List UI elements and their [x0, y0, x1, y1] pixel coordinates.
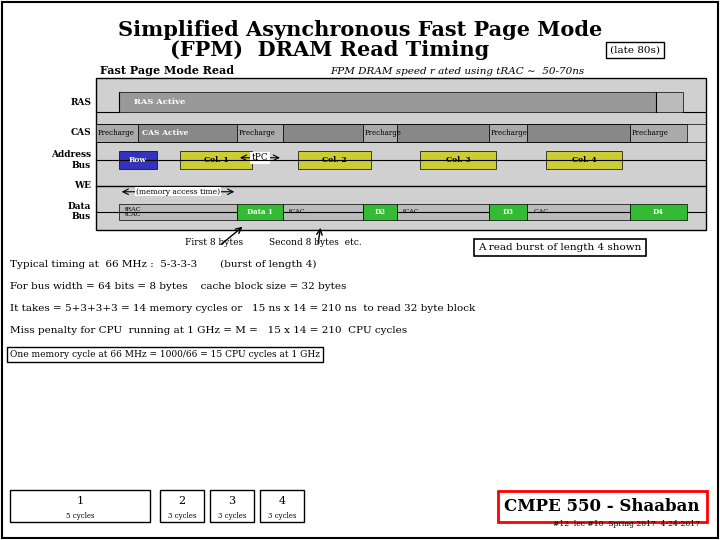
Text: Precharge: Precharge [631, 129, 669, 137]
Text: Fast Page Mode Read: Fast Page Mode Read [100, 65, 234, 77]
Text: A read burst of length 4 shown: A read burst of length 4 shown [478, 243, 642, 252]
Bar [210, 490, 254, 522]
Text: 5 cycles: 5 cycles [66, 511, 94, 519]
Bar [363, 204, 397, 220]
Text: WE: WE [74, 181, 91, 191]
Bar [96, 78, 706, 230]
Text: 3 cycles: 3 cycles [218, 511, 246, 519]
Bar [119, 92, 657, 112]
Text: Col. 2: Col. 2 [322, 156, 346, 164]
Text: Second 8 bytes  etc.: Second 8 bytes etc. [269, 238, 362, 247]
Text: RAS Active: RAS Active [134, 98, 186, 106]
Text: (late 80s): (late 80s) [610, 45, 660, 55]
Bar [298, 151, 371, 169]
Bar [420, 151, 496, 169]
Text: Miss penalty for CPU  running at 1 GHz = M =   15 x 14 = 210  CPU cycles: Miss penalty for CPU running at 1 GHz = … [10, 326, 407, 335]
Text: Simplified Asynchronous Fast Page Mode: Simplified Asynchronous Fast Page Mode [118, 20, 602, 40]
Text: Typical timing at  66 MHz :  5-3-3-3       (burst of length 4): Typical timing at 66 MHz : 5-3-3-3 (burs… [10, 260, 317, 269]
Text: 3: 3 [228, 496, 235, 506]
Text: RAS: RAS [70, 98, 91, 107]
Text: 1: 1 [76, 496, 84, 506]
Bar [180, 151, 252, 169]
Text: For bus width = 64 bits = 8 bytes    cache block size = 32 bytes: For bus width = 64 bits = 8 bytes cache … [10, 282, 346, 291]
Bar [546, 151, 622, 169]
Text: 3 cycles: 3 cycles [268, 511, 296, 519]
Bar [489, 204, 527, 220]
Bar [363, 124, 397, 141]
Text: Precharge: Precharge [98, 129, 135, 137]
Bar [630, 124, 687, 141]
Text: tPC: tPC [251, 153, 269, 162]
Bar [96, 124, 138, 141]
Text: .CAC: .CAC [533, 210, 549, 214]
Text: CAS Active: CAS Active [142, 129, 188, 137]
Text: 4: 4 [279, 496, 286, 506]
Bar [237, 204, 283, 220]
Text: 2: 2 [179, 496, 186, 506]
Text: (memory access time): (memory access time) [136, 188, 220, 196]
Text: Address
Bus: Address Bus [51, 150, 91, 170]
Bar [283, 204, 363, 220]
Text: First 8 bytes: First 8 bytes [185, 238, 243, 247]
Text: (FPM)  DRAM Read Timing: (FPM) DRAM Read Timing [171, 40, 490, 60]
Bar [138, 124, 237, 141]
Bar [119, 204, 237, 220]
Text: D2: D2 [374, 208, 385, 216]
Text: Col. 4: Col. 4 [572, 156, 596, 164]
Text: 3 cycles: 3 cycles [168, 511, 196, 519]
Bar [283, 124, 363, 141]
Bar [630, 204, 687, 220]
Text: Precharge: Precharge [239, 129, 276, 137]
Bar [397, 204, 489, 220]
Bar [527, 204, 630, 220]
Bar [260, 490, 304, 522]
Text: CMPE 550 - Shaaban: CMPE 550 - Shaaban [505, 498, 700, 515]
Text: CAS: CAS [71, 128, 91, 137]
Text: Col. 3: Col. 3 [446, 156, 471, 164]
Text: It takes = 5+3+3+3 = 14 memory cycles or   15 ns x 14 = 210 ns  to read 32 byte : It takes = 5+3+3+3 = 14 memory cycles or… [10, 304, 475, 313]
Bar [119, 151, 157, 169]
Bar [657, 92, 683, 112]
Text: Data 1: Data 1 [247, 208, 273, 216]
Text: #12  lec #10  Spring 2017  4-24-2017: #12 lec #10 Spring 2017 4-24-2017 [553, 520, 700, 528]
Text: tRAC: tRAC [125, 207, 141, 212]
Bar [489, 124, 527, 141]
Text: Precharge: Precharge [365, 129, 402, 137]
Bar [237, 124, 283, 141]
Text: Precharge: Precharge [490, 129, 528, 137]
Text: tCAC: tCAC [125, 212, 141, 217]
Text: tCAC: tCAC [403, 210, 420, 214]
Text: One memory cycle at 66 MHz = 1000/66 = 15 CPU cycles at 1 GHz: One memory cycle at 66 MHz = 1000/66 = 1… [10, 350, 320, 359]
Bar [397, 124, 489, 141]
Text: D4: D4 [653, 208, 664, 216]
Text: FPM DRAM speed r ated using t​RAC ∼  50-70ns: FPM DRAM speed r ated using t​RAC ∼ 50-7… [330, 66, 584, 76]
Bar [160, 490, 204, 522]
Bar [527, 124, 630, 141]
Text: Data
Bus: Data Bus [68, 202, 91, 221]
Text: Row: Row [129, 156, 147, 164]
Text: tCAC: tCAC [289, 210, 305, 214]
Bar [10, 490, 150, 522]
Text: Col. 1: Col. 1 [204, 156, 228, 164]
Text: D3: D3 [503, 208, 513, 216]
